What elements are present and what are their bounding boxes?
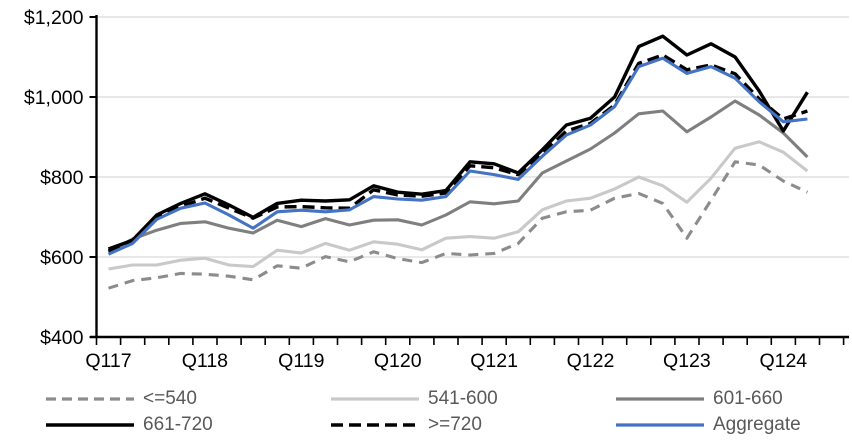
y-axis-tick-label: $1,200 [24, 7, 84, 29]
x-axis-tick-label: Q117 [85, 350, 131, 372]
x-axis-tick-label: Q123 [663, 350, 711, 372]
series-line-gte-720 [107, 53, 808, 253]
y-axis-tick-label: $400 [40, 327, 84, 349]
x-axis-tick-label: Q124 [759, 350, 807, 372]
legend-item-661-720: 661-720 [45, 414, 213, 436]
y-axis-tick-label: $600 [40, 247, 84, 269]
x-axis-tick-label: Q118 [182, 350, 228, 372]
series-line-lte-540 [108, 160, 809, 290]
legend-label-541-600: 541-600 [428, 388, 498, 409]
series-line-aggregate [107, 56, 808, 256]
legend-swatch-aggregate [616, 423, 704, 427]
series-line-601-660 [107, 99, 809, 254]
legend-item-601-660: 601-660 [615, 388, 783, 410]
x-axis-tick-label: Q119 [278, 350, 324, 372]
legend-label-lte-540: <=540 [143, 388, 197, 409]
series-line-541-600 [108, 140, 809, 271]
x-axis-tick-label: Q121 [470, 350, 518, 372]
legend-label-661-720: 661-720 [143, 414, 213, 435]
series-line-661-720 [107, 34, 809, 251]
legend-item-541-600: 541-600 [330, 388, 498, 410]
legend-swatch-541-600 [331, 397, 419, 401]
chart-canvas: $400 $600 $800 $1,000 $1,200 Q117 Q118 Q119 Q120… [24, 7, 849, 372]
legend-label-601-660: 601-660 [713, 388, 783, 409]
x-axis-tick-label: Q122 [567, 350, 615, 372]
legend-swatch-661-720 [46, 423, 134, 427]
chart-legend: <=540 541-600 601-660 661-720 >=720 Aggregate [0, 381, 852, 441]
legend-item-aggregate: Aggregate [615, 414, 801, 436]
x-axis-tick-label: Q120 [374, 350, 422, 372]
legend-swatch-gte-720 [331, 423, 419, 427]
legend-item-gte-720: >=720 [330, 414, 482, 436]
y-axis-tick-label: $1,000 [24, 87, 84, 109]
legend-item-lte-540: <=540 [45, 388, 197, 410]
legend-swatch-601-660 [616, 397, 704, 401]
legend-label-gte-720: >=720 [428, 414, 482, 435]
legend-label-aggregate: Aggregate [713, 414, 801, 435]
legend-swatch-lte-540 [46, 397, 134, 401]
y-axis-tick-label: $800 [40, 167, 84, 189]
